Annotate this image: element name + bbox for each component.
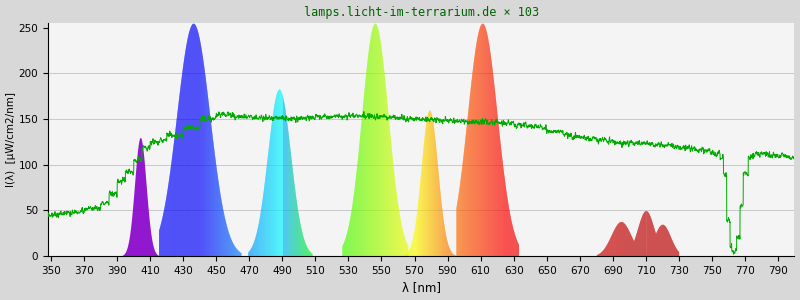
X-axis label: λ [nm]: λ [nm] <box>402 281 441 294</box>
Y-axis label: I(λ)  [µW/cm2/nm]: I(λ) [µW/cm2/nm] <box>6 92 15 187</box>
Text: lamps.licht-im-terrarium.de × 103: lamps.licht-im-terrarium.de × 103 <box>303 5 538 19</box>
